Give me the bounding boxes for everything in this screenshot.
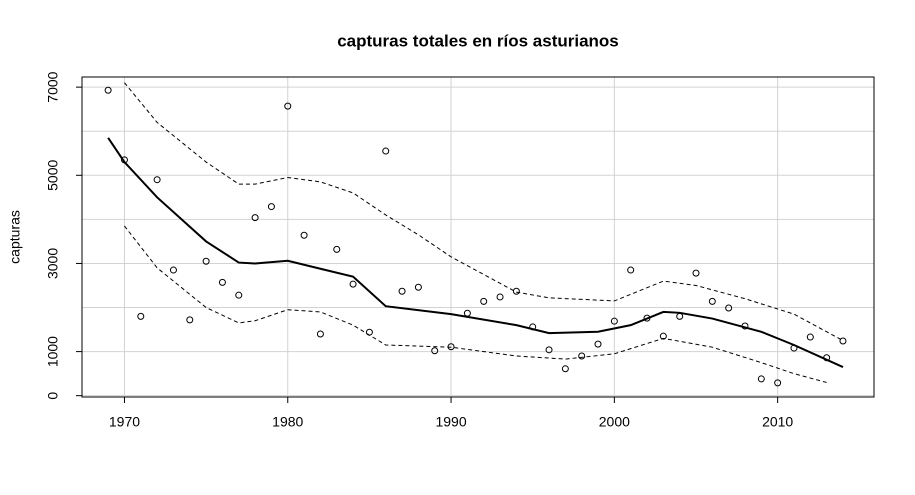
x-tick-label: 1980 xyxy=(272,414,303,430)
point xyxy=(496,293,504,301)
y-axis-label: capturas xyxy=(7,210,23,264)
point xyxy=(382,147,390,155)
x-tick-label: 1990 xyxy=(435,414,466,430)
y-tick-label: 5000 xyxy=(45,160,61,191)
point xyxy=(708,297,716,305)
point xyxy=(578,352,586,360)
x-tick-label: 2010 xyxy=(762,414,793,430)
point xyxy=(480,297,488,305)
point xyxy=(169,266,177,274)
point xyxy=(120,156,128,164)
point xyxy=(316,330,324,338)
point xyxy=(251,214,259,222)
smooth-line xyxy=(107,137,844,368)
point xyxy=(365,328,373,336)
y-tick-label: 7000 xyxy=(45,71,61,102)
plot-box xyxy=(81,76,875,398)
point xyxy=(594,340,602,348)
point xyxy=(447,343,455,351)
point xyxy=(267,203,275,211)
point xyxy=(431,347,439,355)
x-tick-label: 1970 xyxy=(109,414,140,430)
point xyxy=(529,323,537,331)
y-tick-label: 1000 xyxy=(45,336,61,367)
point xyxy=(741,322,749,330)
point xyxy=(806,333,814,341)
point xyxy=(643,314,651,322)
confidence-band xyxy=(124,225,827,383)
point xyxy=(545,346,553,354)
point xyxy=(284,102,292,110)
point xyxy=(137,312,145,320)
point xyxy=(398,287,406,295)
point xyxy=(561,365,569,373)
point xyxy=(676,312,684,320)
x-tick-label: 2000 xyxy=(599,414,630,430)
point xyxy=(463,309,471,317)
y-tick-label: 0 xyxy=(45,392,61,400)
point xyxy=(104,86,112,94)
point xyxy=(186,316,194,324)
point xyxy=(333,245,341,253)
point xyxy=(610,317,618,325)
point xyxy=(202,257,210,265)
point xyxy=(823,354,831,362)
point xyxy=(790,344,798,352)
point xyxy=(774,379,782,387)
point xyxy=(725,304,733,312)
chart-title: capturas totales en ríos asturianos xyxy=(337,31,619,50)
point xyxy=(153,176,161,184)
point xyxy=(512,287,520,295)
point xyxy=(659,332,667,340)
point xyxy=(692,269,700,277)
point xyxy=(414,283,422,291)
point xyxy=(627,266,635,274)
point xyxy=(349,280,357,288)
point xyxy=(300,231,308,239)
confidence-band xyxy=(124,82,844,342)
point xyxy=(839,337,847,345)
point xyxy=(218,278,226,286)
point xyxy=(235,291,243,299)
y-tick-label: 3000 xyxy=(45,248,61,279)
point xyxy=(757,375,765,383)
